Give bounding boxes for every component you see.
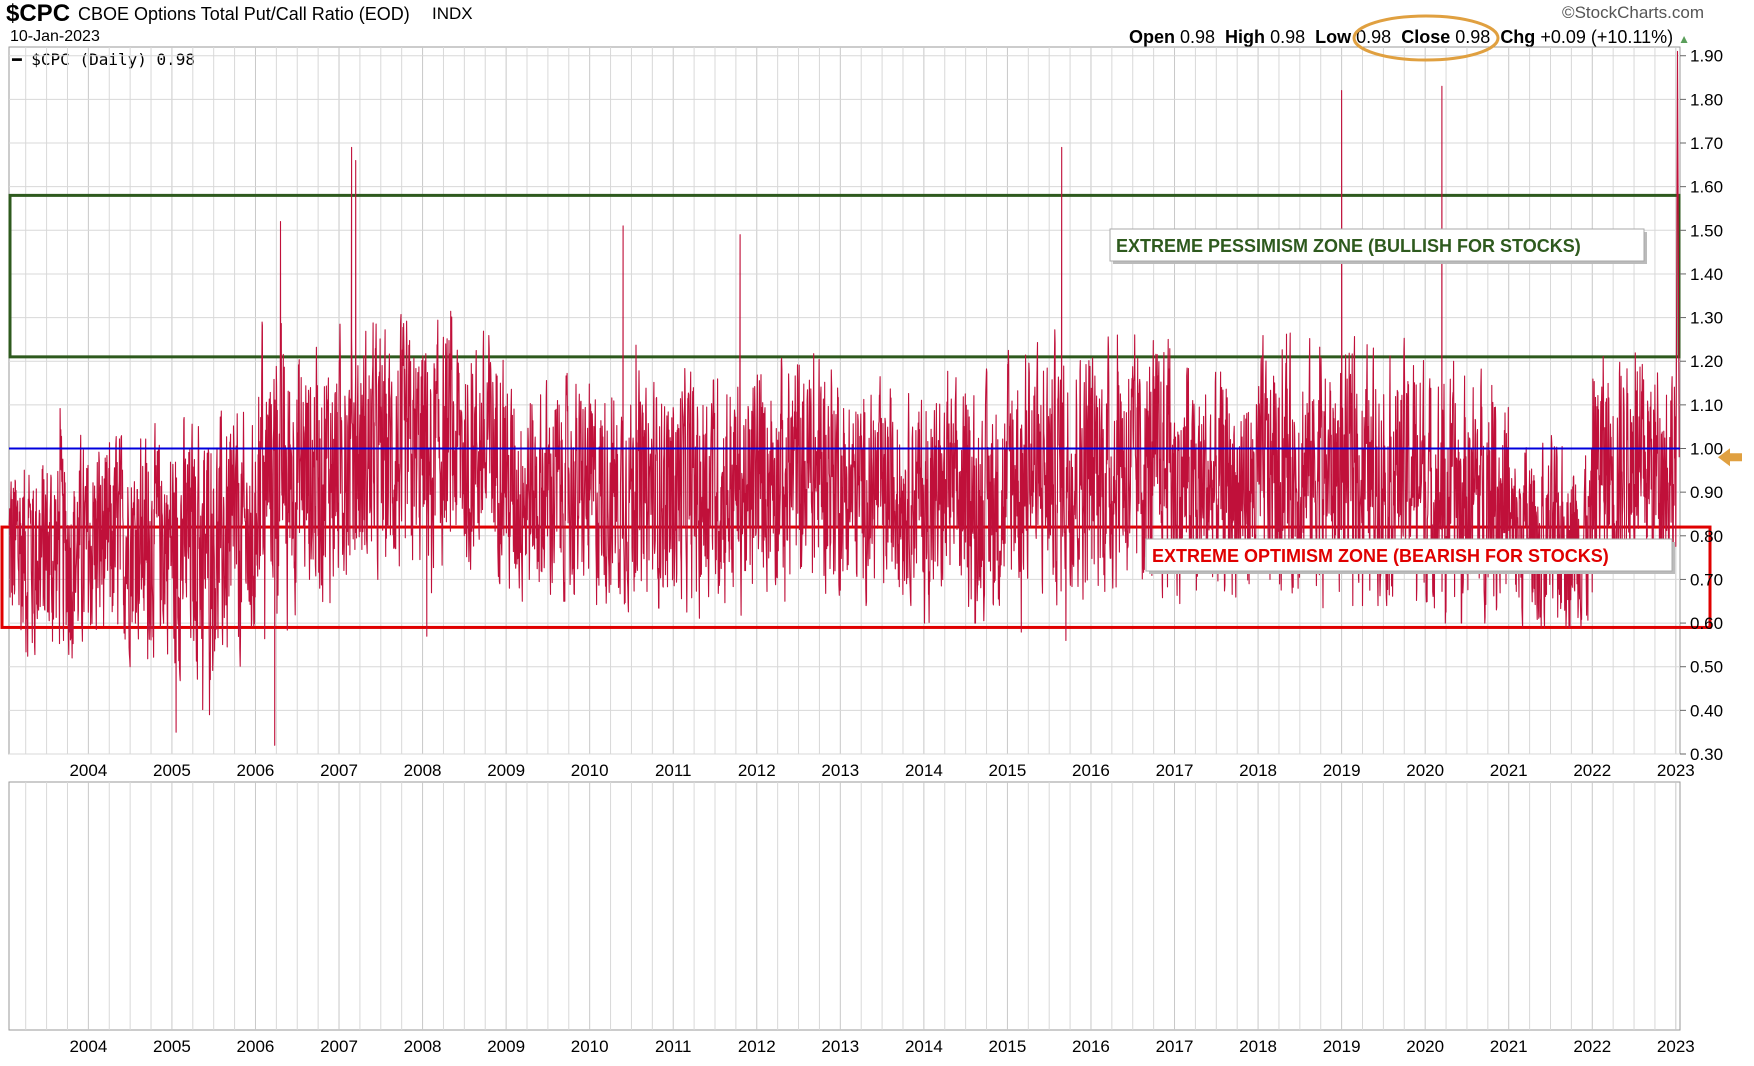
lower-x-tick-label: 2013 [821,1037,859,1056]
y-tick-label: 1.60 [1690,178,1723,197]
lower-x-tick-label: 2017 [1156,1037,1194,1056]
lower-x-tick-label: 2006 [237,1037,275,1056]
x-tick-label: 2016 [1072,761,1110,780]
lower-x-tick-label: 2012 [738,1037,776,1056]
pessimism-zone-label: EXTREME PESSIMISM ZONE (BULLISH FOR STOC… [1116,236,1581,256]
x-tick-label: 2007 [320,761,358,780]
x-tick-label: 2018 [1239,761,1277,780]
optimism-zone-label-box [1145,538,1673,572]
low-value: 0.98 [1356,27,1392,47]
y-tick-label: 1.00 [1690,440,1723,459]
x-tick-label: 2021 [1490,761,1528,780]
x-tick-label: 2008 [404,761,442,780]
x-tick-label: 2014 [905,761,943,780]
lower-panel-frame [8,781,1681,1031]
y-tick-label: 0.40 [1690,701,1723,720]
lower-x-tick-label: 2016 [1072,1037,1110,1056]
close-value: 0.98 [1455,27,1491,47]
lower-x-tick-label: 2018 [1239,1037,1277,1056]
y-tick-label: 1.90 [1690,47,1723,66]
y-tick-label: 0.90 [1690,483,1723,502]
y-tick-label: 1.30 [1690,309,1723,328]
lower-x-tick-label: 2021 [1490,1037,1528,1056]
lower-x-tick-label: 2019 [1323,1037,1361,1056]
lower-x-tick-label: 2022 [1573,1037,1611,1056]
chg-value: +0.09 (+10.11%) [1540,27,1674,47]
x-tick-label: 2017 [1156,761,1194,780]
up-arrow-icon: ▲ [1678,32,1690,46]
lower-x-tick-label: 2011 [655,1037,692,1056]
x-tick-label: 2013 [821,761,859,780]
open-label: Open [1128,27,1175,47]
ohlc-readout: Open 0.98 High 0.98 Low 0.98 Close 0.98 … [1129,27,1690,48]
chg-label: Chg [1500,27,1536,47]
zone-labels: EXTREME PESSIMISM ZONE (BULLISH FOR STOC… [1109,14,1675,574]
high-value: 0.98 [1270,27,1306,47]
x-tick-label: 2022 [1573,761,1611,780]
y-tick-label: 1.40 [1690,265,1723,284]
lower-x-tick-label: 2020 [1406,1037,1444,1056]
y-tick-label: 1.80 [1690,90,1723,109]
lower-x-tick-label: 2015 [989,1037,1027,1056]
chart-date: 10-Jan-2023 [10,28,100,45]
x-tick-label: 2004 [69,761,107,780]
close-highlight-ellipse [1352,14,1500,62]
brand-watermark: ©StockCharts.com [1562,3,1704,22]
exchange-label: INDX [432,4,473,23]
open-value: 0.98 [1179,27,1216,47]
lower-x-tick-label: 2023 [1657,1037,1695,1056]
x-tick-label: 2009 [487,761,525,780]
y-tick-label: 1.20 [1690,352,1723,371]
y-tick-label: 0.70 [1690,570,1723,589]
last-value-arrow-icon [1718,448,1742,467]
x-tick-label: 2012 [738,761,776,780]
legend-swatch-icon: ━ [12,50,22,69]
chart-title: CBOE Options Total Put/Call Ratio (EOD) [78,4,410,24]
x-tick-label: 2010 [571,761,609,780]
close-label: Close [1401,27,1451,47]
high-label: High [1225,27,1266,47]
lower-x-tick-label: 2008 [404,1037,442,1056]
low-label: Low [1315,27,1352,47]
x-tick-label: 2023 [1657,761,1695,780]
x-tick-label: 2019 [1323,761,1361,780]
x-tick-label: 2005 [153,761,191,780]
lower-x-tick-label: 2004 [69,1037,107,1056]
series-legend: ━ $CPC (Daily) 0.98 [12,50,195,69]
lower-x-tick-label: 2009 [487,1037,525,1056]
x-axis-ticks: 2004 2005 2006 2007 2008 2009 2010 2011 2012 2013… [69,761,1694,780]
lower-x-tick-label: 2014 [905,1037,943,1056]
symbol: $CPC [6,0,71,27]
lower-x-axis-ticks: 2004 2005 2006 2007 2008 2009 2010 2011 2012 2013… [69,1037,1694,1056]
y-tick-label: 1.70 [1690,134,1723,153]
lower-x-tick-label: 2007 [320,1037,358,1056]
x-tick-label: 2006 [237,761,275,780]
pessimism-zone-label-box [1109,228,1645,262]
lower-x-tick-label: 2005 [153,1037,191,1056]
y-tick-label: 0.60 [1690,614,1723,633]
y-tick-label: 0.50 [1690,658,1723,677]
y-tick-label: 1.50 [1690,221,1723,240]
y-tick-label: 1.10 [1690,396,1723,415]
y-tick-label: 0.30 [1690,745,1723,764]
legend-label: $CPC (Daily) 0.98 [31,50,196,69]
series-line [8,50,1680,746]
pessimism-zone-box [8,193,1681,359]
x-tick-label: 2011 [655,761,692,780]
x-tick-label: 2015 [989,761,1027,780]
optimism-zone-label: EXTREME OPTIMISM ZONE (BEARISH FOR STOCK… [1152,546,1609,566]
y-tick-label: 0.80 [1690,527,1723,546]
lower-x-tick-label: 2010 [571,1037,609,1056]
y-axis-ticks: 1.90 1.80 1.70 1.60 1.50 1.40 1.30 1.20 1.10 1.00… [1680,47,1742,764]
put-call-ratio-line [8,50,1680,746]
x-tick-label: 2020 [1406,761,1444,780]
